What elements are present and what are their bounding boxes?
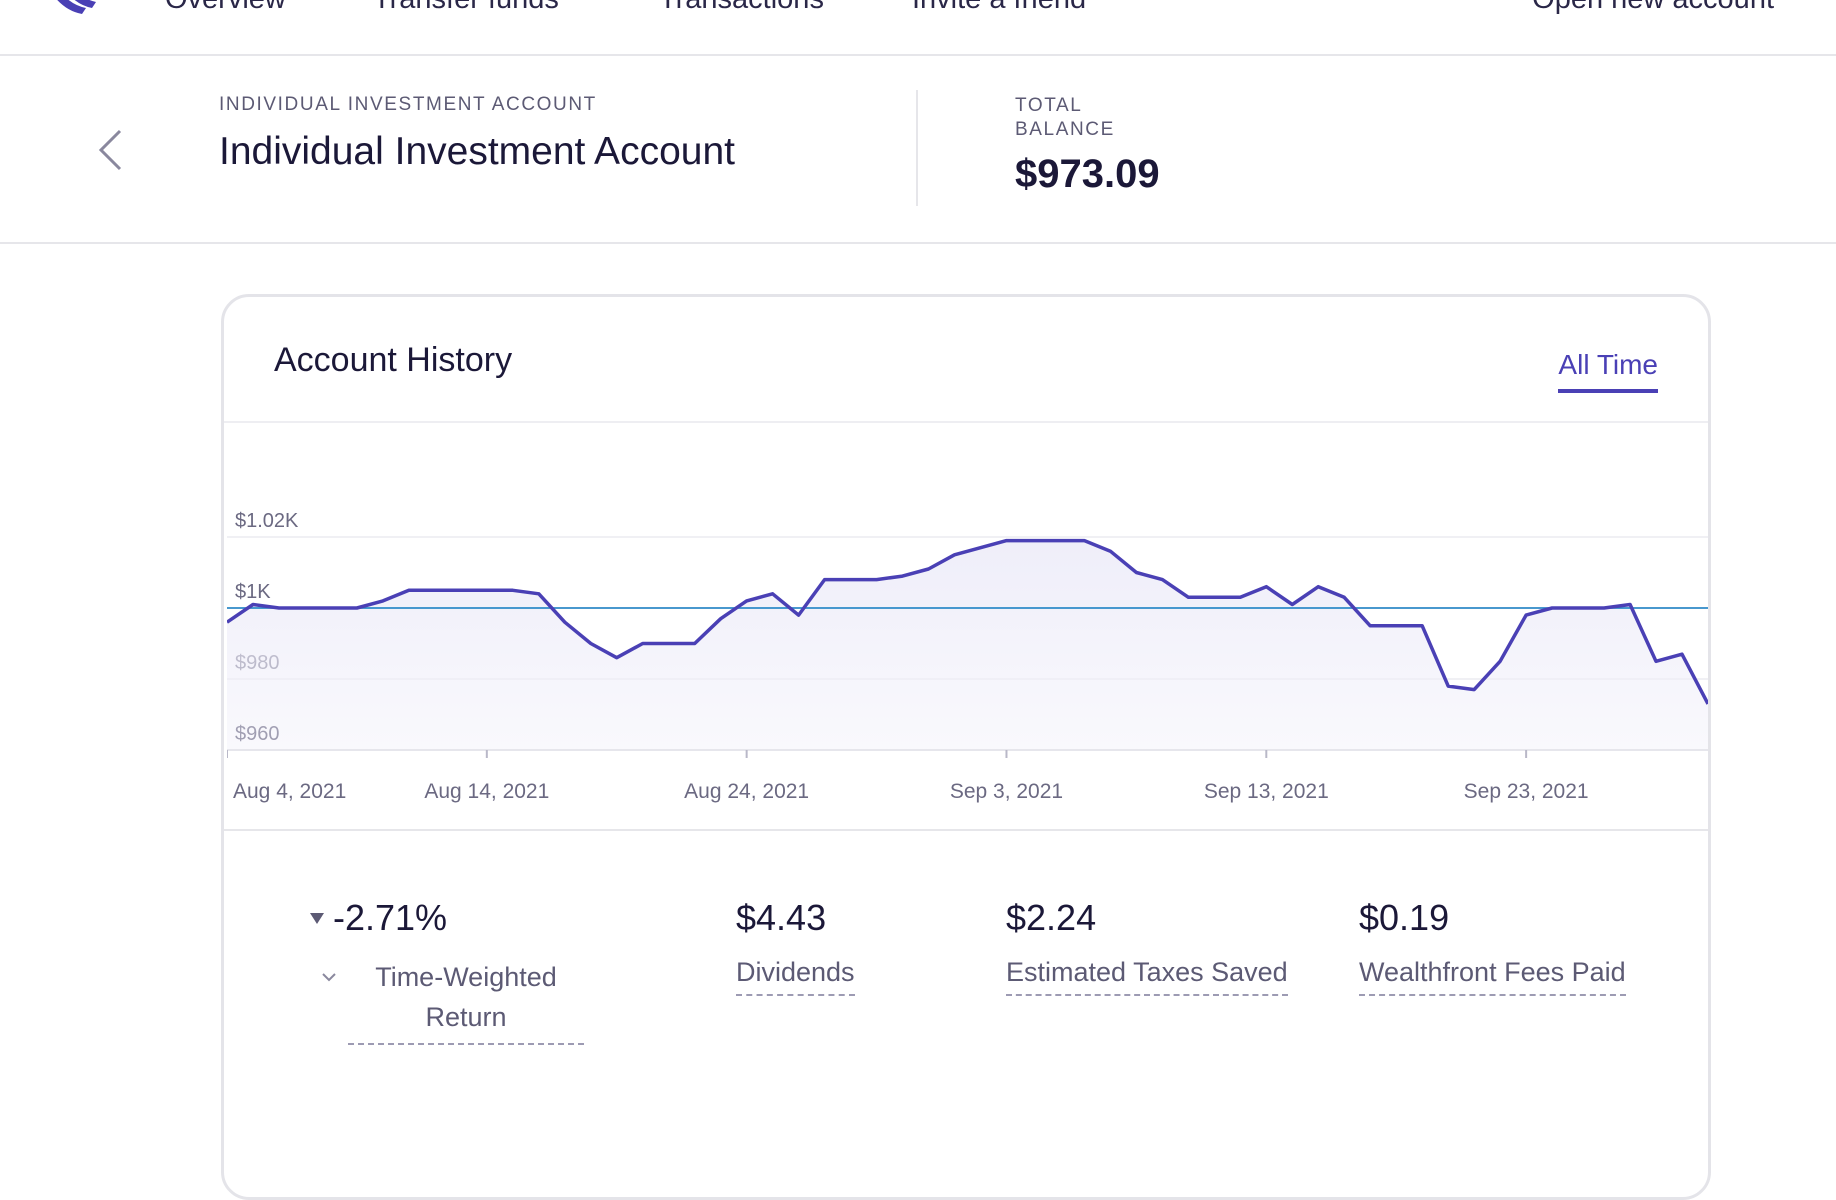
wealthfront-logo-icon[interactable]	[42, 0, 106, 18]
stat-wealthfront-fees-paid: $0.19	[1359, 897, 1449, 939]
x-tick-label: Sep 13, 2021	[1204, 780, 1329, 803]
nav-overview[interactable]: Overview	[165, 0, 286, 14]
y-tick-label: $1K	[235, 581, 271, 603]
dividends-label[interactable]: Dividends	[736, 957, 855, 996]
total-balance-value: $973.09	[1015, 152, 1160, 196]
x-tick-label: Aug 14, 2021	[424, 780, 549, 803]
top-nav: Overview Transfer funds Transactions Inv…	[0, 0, 1836, 56]
chevron-down-icon[interactable]	[321, 972, 337, 982]
card-title: Account History	[274, 341, 513, 379]
stat-value: -2.71%	[333, 897, 448, 938]
nav-transactions[interactable]: Transactions	[659, 0, 824, 14]
stat-time-weighted-return: -2.71%	[333, 897, 447, 939]
stat-value: $2.24	[1006, 897, 1097, 938]
stat-estimated-taxes-saved: $2.24	[1006, 897, 1096, 939]
series-line	[227, 538, 1708, 705]
account-header: INDIVIDUAL INVESTMENT ACCOUNT Individual…	[0, 56, 1836, 244]
x-tick-label: Aug 24, 2021	[684, 780, 809, 803]
chevron-left-icon[interactable]	[96, 128, 126, 172]
header-divider	[916, 90, 918, 206]
stat-value: $0.19	[1359, 897, 1450, 938]
y-tick-label: $1.02K	[235, 510, 299, 532]
x-tick-label: Sep 3, 2021	[950, 780, 1063, 803]
nav-open-new-account[interactable]: Open new account	[1532, 0, 1774, 14]
account-name: Individual Investment Account	[219, 130, 735, 173]
stat-value: $4.43	[736, 897, 827, 938]
estimated-taxes-saved-label[interactable]: Estimated Taxes Saved	[1006, 957, 1288, 996]
range-tab-all-time[interactable]: All Time	[1558, 349, 1658, 393]
account-history-card: Account History All Time $1.02K$1K$980$9…	[221, 294, 1711, 1200]
time-weighted-return-label[interactable]: Time-Weighted Return	[348, 957, 584, 1045]
wealthfront-fees-paid-label[interactable]: Wealthfront Fees Paid	[1359, 957, 1626, 996]
account-type-label: INDIVIDUAL INVESTMENT ACCOUNT	[219, 94, 597, 115]
x-tick-label: Aug 4, 2021	[233, 780, 346, 803]
stat-dividends: $4.43	[736, 897, 826, 939]
card-divider	[224, 829, 1708, 831]
nav-invite-a-friend[interactable]: Invite a friend	[912, 0, 1086, 14]
total-balance-label: TOTAL BALANCE	[1015, 95, 1115, 140]
x-tick-label: Sep 23, 2021	[1464, 780, 1589, 803]
series-area	[227, 540, 1708, 750]
card-divider	[224, 421, 1708, 423]
nav-transfer-funds[interactable]: Transfer funds	[373, 0, 559, 14]
down-triangle-icon	[310, 913, 324, 924]
